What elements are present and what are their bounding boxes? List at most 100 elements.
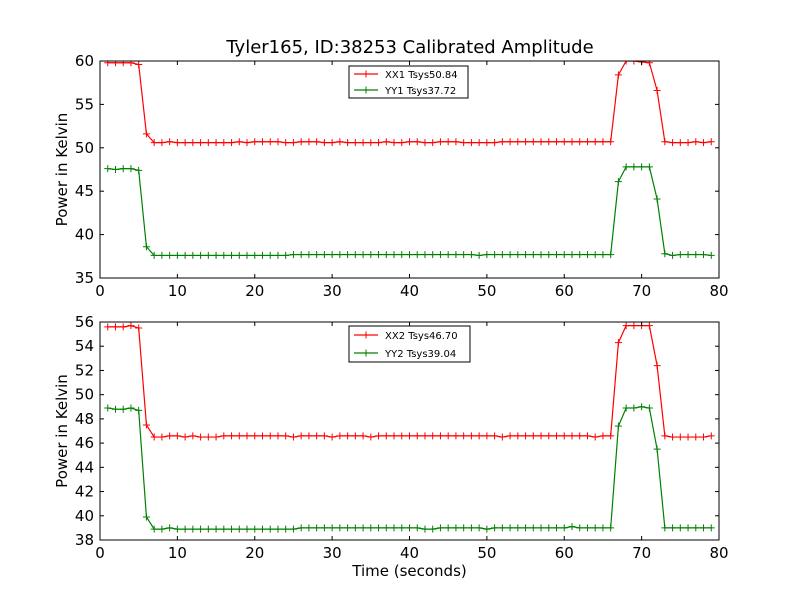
data-point — [421, 525, 429, 533]
legend-marker — [362, 349, 370, 357]
data-point — [166, 251, 174, 259]
data-point — [630, 61, 638, 65]
data-point — [614, 422, 622, 430]
data-point — [692, 251, 700, 259]
data-point — [313, 432, 321, 440]
data-point — [653, 195, 661, 203]
data-point — [498, 251, 506, 259]
data-point — [235, 251, 243, 259]
data-point — [235, 525, 243, 533]
data-point — [514, 524, 522, 532]
data-point — [614, 339, 622, 347]
data-point — [498, 433, 506, 441]
x-tick-label: 20 — [245, 544, 264, 562]
data-point — [274, 525, 282, 533]
legend-entry: XX1 Tsys50.84 — [385, 70, 458, 81]
data-point — [568, 523, 576, 531]
x-tick-label: 60 — [555, 544, 574, 562]
legend-box — [348, 65, 469, 99]
data-point — [707, 138, 715, 146]
data-point — [645, 61, 653, 67]
data-point — [553, 524, 561, 532]
data-point — [305, 251, 313, 259]
data-point — [375, 524, 383, 532]
data-point — [700, 433, 708, 441]
data-point — [661, 432, 669, 440]
data-point — [197, 251, 205, 259]
data-point — [212, 433, 220, 441]
data-point — [351, 432, 359, 440]
data-point — [460, 524, 468, 532]
data-point — [436, 524, 444, 532]
data-point — [676, 139, 684, 147]
data-point — [390, 524, 398, 532]
data-point — [166, 432, 174, 440]
data-point — [669, 433, 677, 441]
data-point — [522, 138, 530, 146]
data-point — [228, 432, 236, 440]
data-point — [622, 163, 630, 171]
data-point — [460, 251, 468, 259]
data-point — [669, 139, 677, 147]
data-point — [522, 524, 530, 532]
data-point — [119, 323, 127, 331]
y-tick-label: 35 — [75, 269, 94, 287]
data-point — [251, 138, 259, 146]
data-point — [258, 138, 266, 146]
data-point — [135, 61, 143, 68]
data-point — [483, 432, 491, 440]
data-point — [452, 432, 460, 440]
data-point — [444, 432, 452, 440]
data-point — [375, 251, 383, 259]
data-point — [266, 525, 274, 533]
data-point — [127, 61, 135, 67]
data-point — [607, 524, 615, 532]
data-point — [421, 251, 429, 259]
plots: 0 10 20 30 40 50 60 70 80 35 40 45 50 55 60 Power in Ke… — [53, 52, 729, 580]
data-point — [135, 406, 143, 414]
series-2-1 — [104, 322, 715, 441]
y-tick-label: 40 — [75, 507, 94, 525]
y-tick-label: 42 — [75, 483, 94, 501]
data-point — [111, 166, 119, 173]
data-point — [119, 61, 127, 67]
data-point — [413, 138, 421, 146]
data-point — [406, 251, 413, 259]
data-point — [336, 251, 344, 259]
data-point — [707, 524, 715, 532]
data-point — [475, 139, 483, 147]
data-point — [328, 433, 336, 441]
data-point — [583, 524, 591, 532]
data-point — [398, 432, 406, 440]
data-point — [220, 525, 228, 533]
data-point — [181, 251, 189, 259]
x-tick-label: 0 — [95, 282, 105, 300]
data-point — [498, 524, 506, 532]
data-point — [251, 251, 259, 259]
data-point — [560, 251, 568, 259]
data-point — [429, 139, 437, 147]
data-point — [305, 524, 313, 532]
data-point — [235, 432, 243, 440]
data-point — [467, 432, 475, 440]
data-point — [529, 138, 537, 146]
data-point — [630, 322, 638, 330]
data-point — [676, 524, 684, 532]
data-point — [142, 513, 150, 521]
subplot-2: 0 10 20 30 40 50 60 70 80 38 40 42 44 46 48 50 52 54 56 Pow… — [53, 313, 729, 580]
data-point — [553, 251, 561, 259]
data-point — [406, 138, 413, 146]
y-tick-label: 40 — [75, 226, 94, 244]
data-point — [545, 432, 553, 440]
data-point — [707, 432, 715, 440]
data-point — [111, 405, 119, 413]
data-point — [444, 524, 452, 532]
data-point — [150, 251, 158, 259]
data-point — [320, 251, 328, 259]
data-point — [289, 525, 297, 533]
data-point — [599, 138, 607, 146]
data-point — [421, 139, 429, 147]
data-point — [560, 138, 568, 146]
x-axis-label: Time (seconds) — [351, 562, 467, 580]
data-point — [305, 432, 313, 440]
